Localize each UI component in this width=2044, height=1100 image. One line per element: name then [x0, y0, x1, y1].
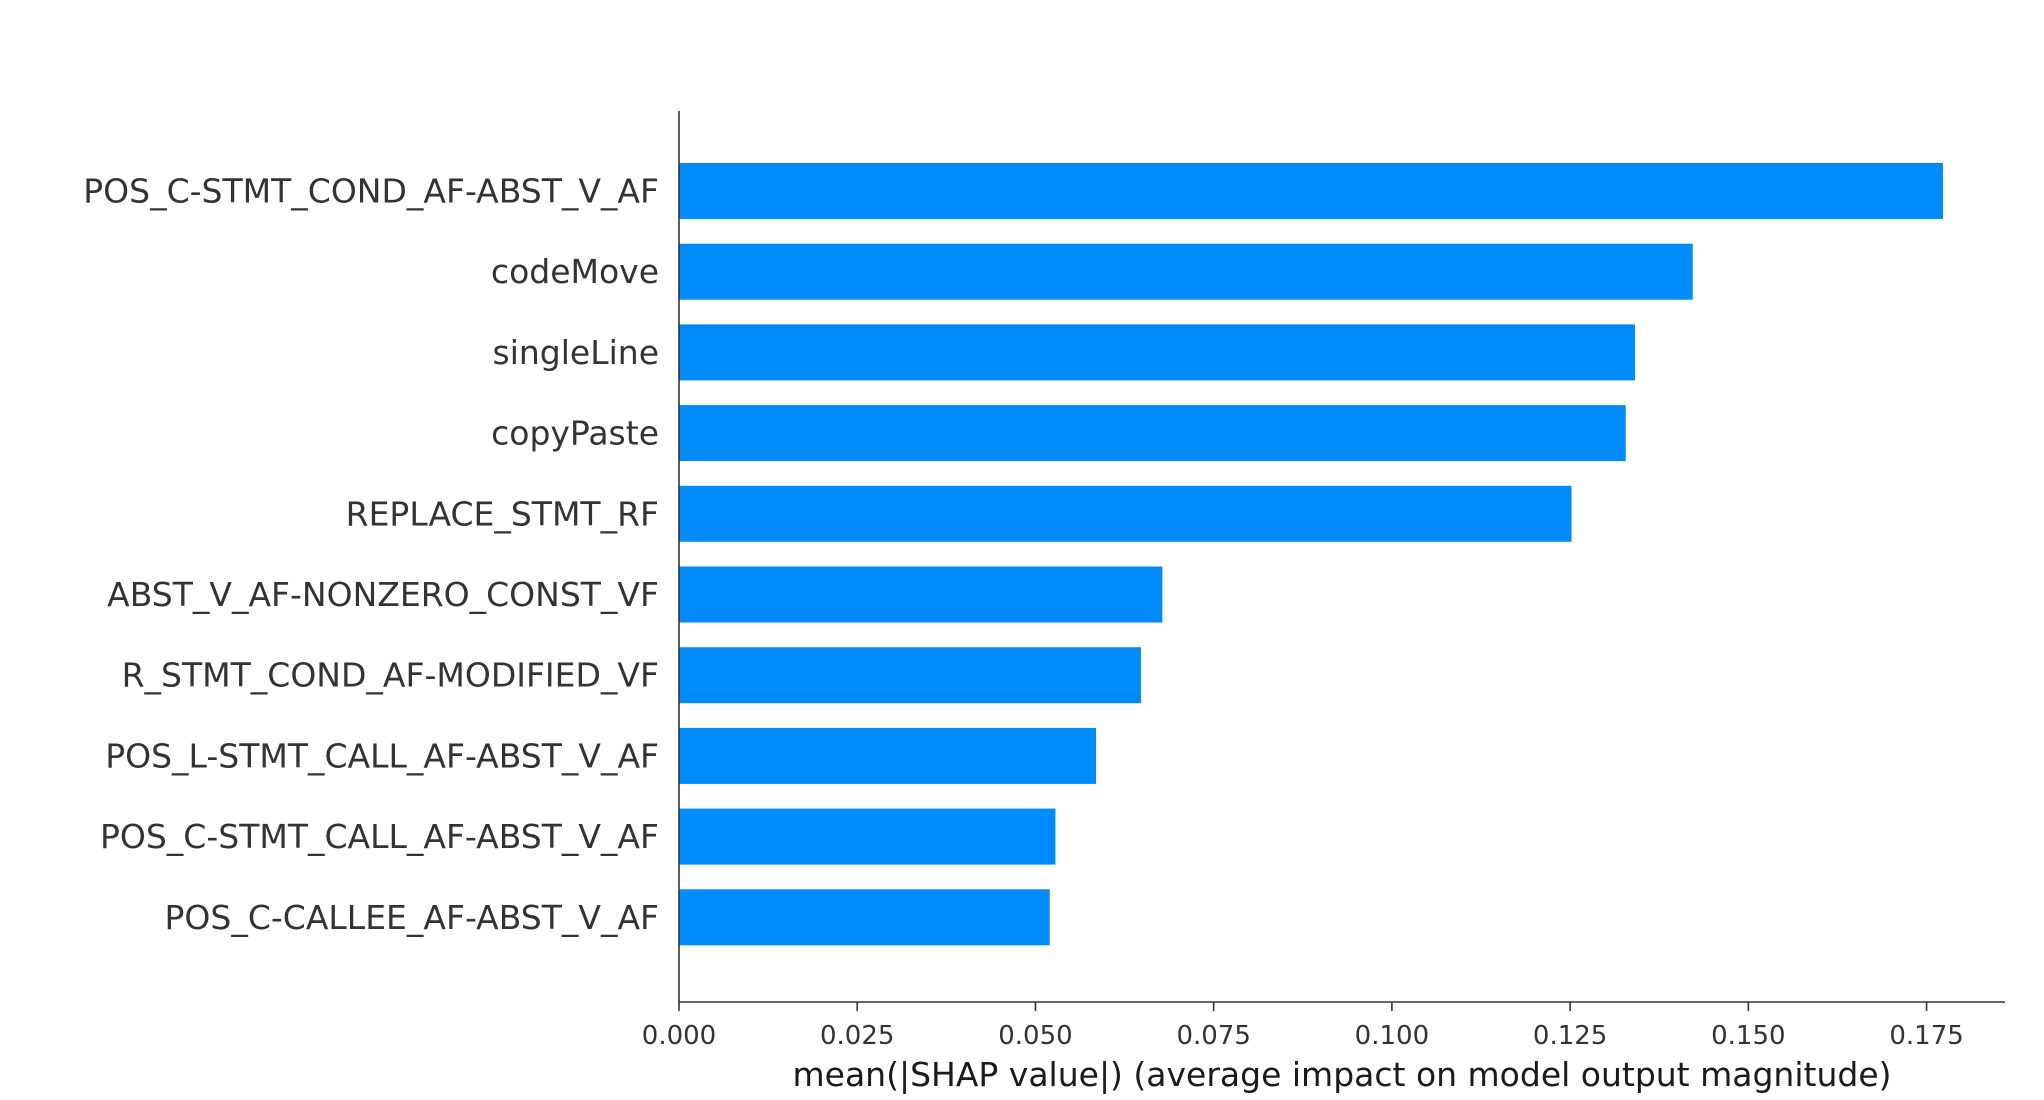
x-tick-label-1: 0.025: [820, 1021, 894, 1051]
x-axis-label: mean(|SHAP value|) (average impact on mo…: [793, 1055, 1892, 1094]
x-tick-label-7: 0.175: [1889, 1021, 1963, 1051]
x-ticks-group: 0.000 0.025 0.050 0.075 0.100 0.125 0.150 0.175: [642, 1002, 1964, 1051]
feature-label-5: ABST_V_AF-NONZERO_CONST_VF: [107, 575, 659, 614]
feature-label-9: POS_C-CALLEE_AF-ABST_V_AF: [165, 898, 659, 937]
feature-label-7: POS_L-STMT_CALL_AF-ABST_V_AF: [105, 736, 659, 775]
feature-label-1: codeMove: [491, 252, 659, 291]
feature-label-2: singleLine: [493, 333, 659, 372]
x-tick-label-2: 0.050: [998, 1021, 1072, 1051]
bars-group: [679, 163, 1943, 946]
x-tick-label-4: 0.100: [1355, 1021, 1429, 1051]
x-tick-label-5: 0.125: [1533, 1021, 1607, 1051]
bar-3: [679, 405, 1626, 462]
bar-8: [679, 808, 1056, 865]
bar-9: [679, 889, 1050, 946]
bar-4: [679, 485, 1572, 542]
feature-label-8: POS_C-STMT_CALL_AF-ABST_V_AF: [100, 817, 659, 856]
feature-label-4: REPLACE_STMT_RF: [346, 494, 659, 533]
x-tick-label-3: 0.075: [1176, 1021, 1250, 1051]
feature-label-0: POS_C-STMT_COND_AF-ABST_V_AF: [83, 172, 659, 211]
x-tick-label-0: 0.000: [642, 1021, 716, 1051]
x-tick-label-6: 0.150: [1711, 1021, 1785, 1051]
feature-labels-group: POS_C-STMT_COND_AF-ABST_V_AF codeMove sing…: [83, 172, 659, 937]
bar-1: [679, 243, 1693, 300]
bar-2: [679, 324, 1636, 381]
bar-7: [679, 727, 1097, 784]
bar-6: [679, 647, 1141, 704]
bar-0: [679, 163, 1943, 219]
bar-5: [679, 566, 1163, 623]
feature-label-3: copyPaste: [491, 414, 659, 453]
feature-label-6: R_STMT_COND_AF-MODIFIED_VF: [122, 656, 659, 695]
